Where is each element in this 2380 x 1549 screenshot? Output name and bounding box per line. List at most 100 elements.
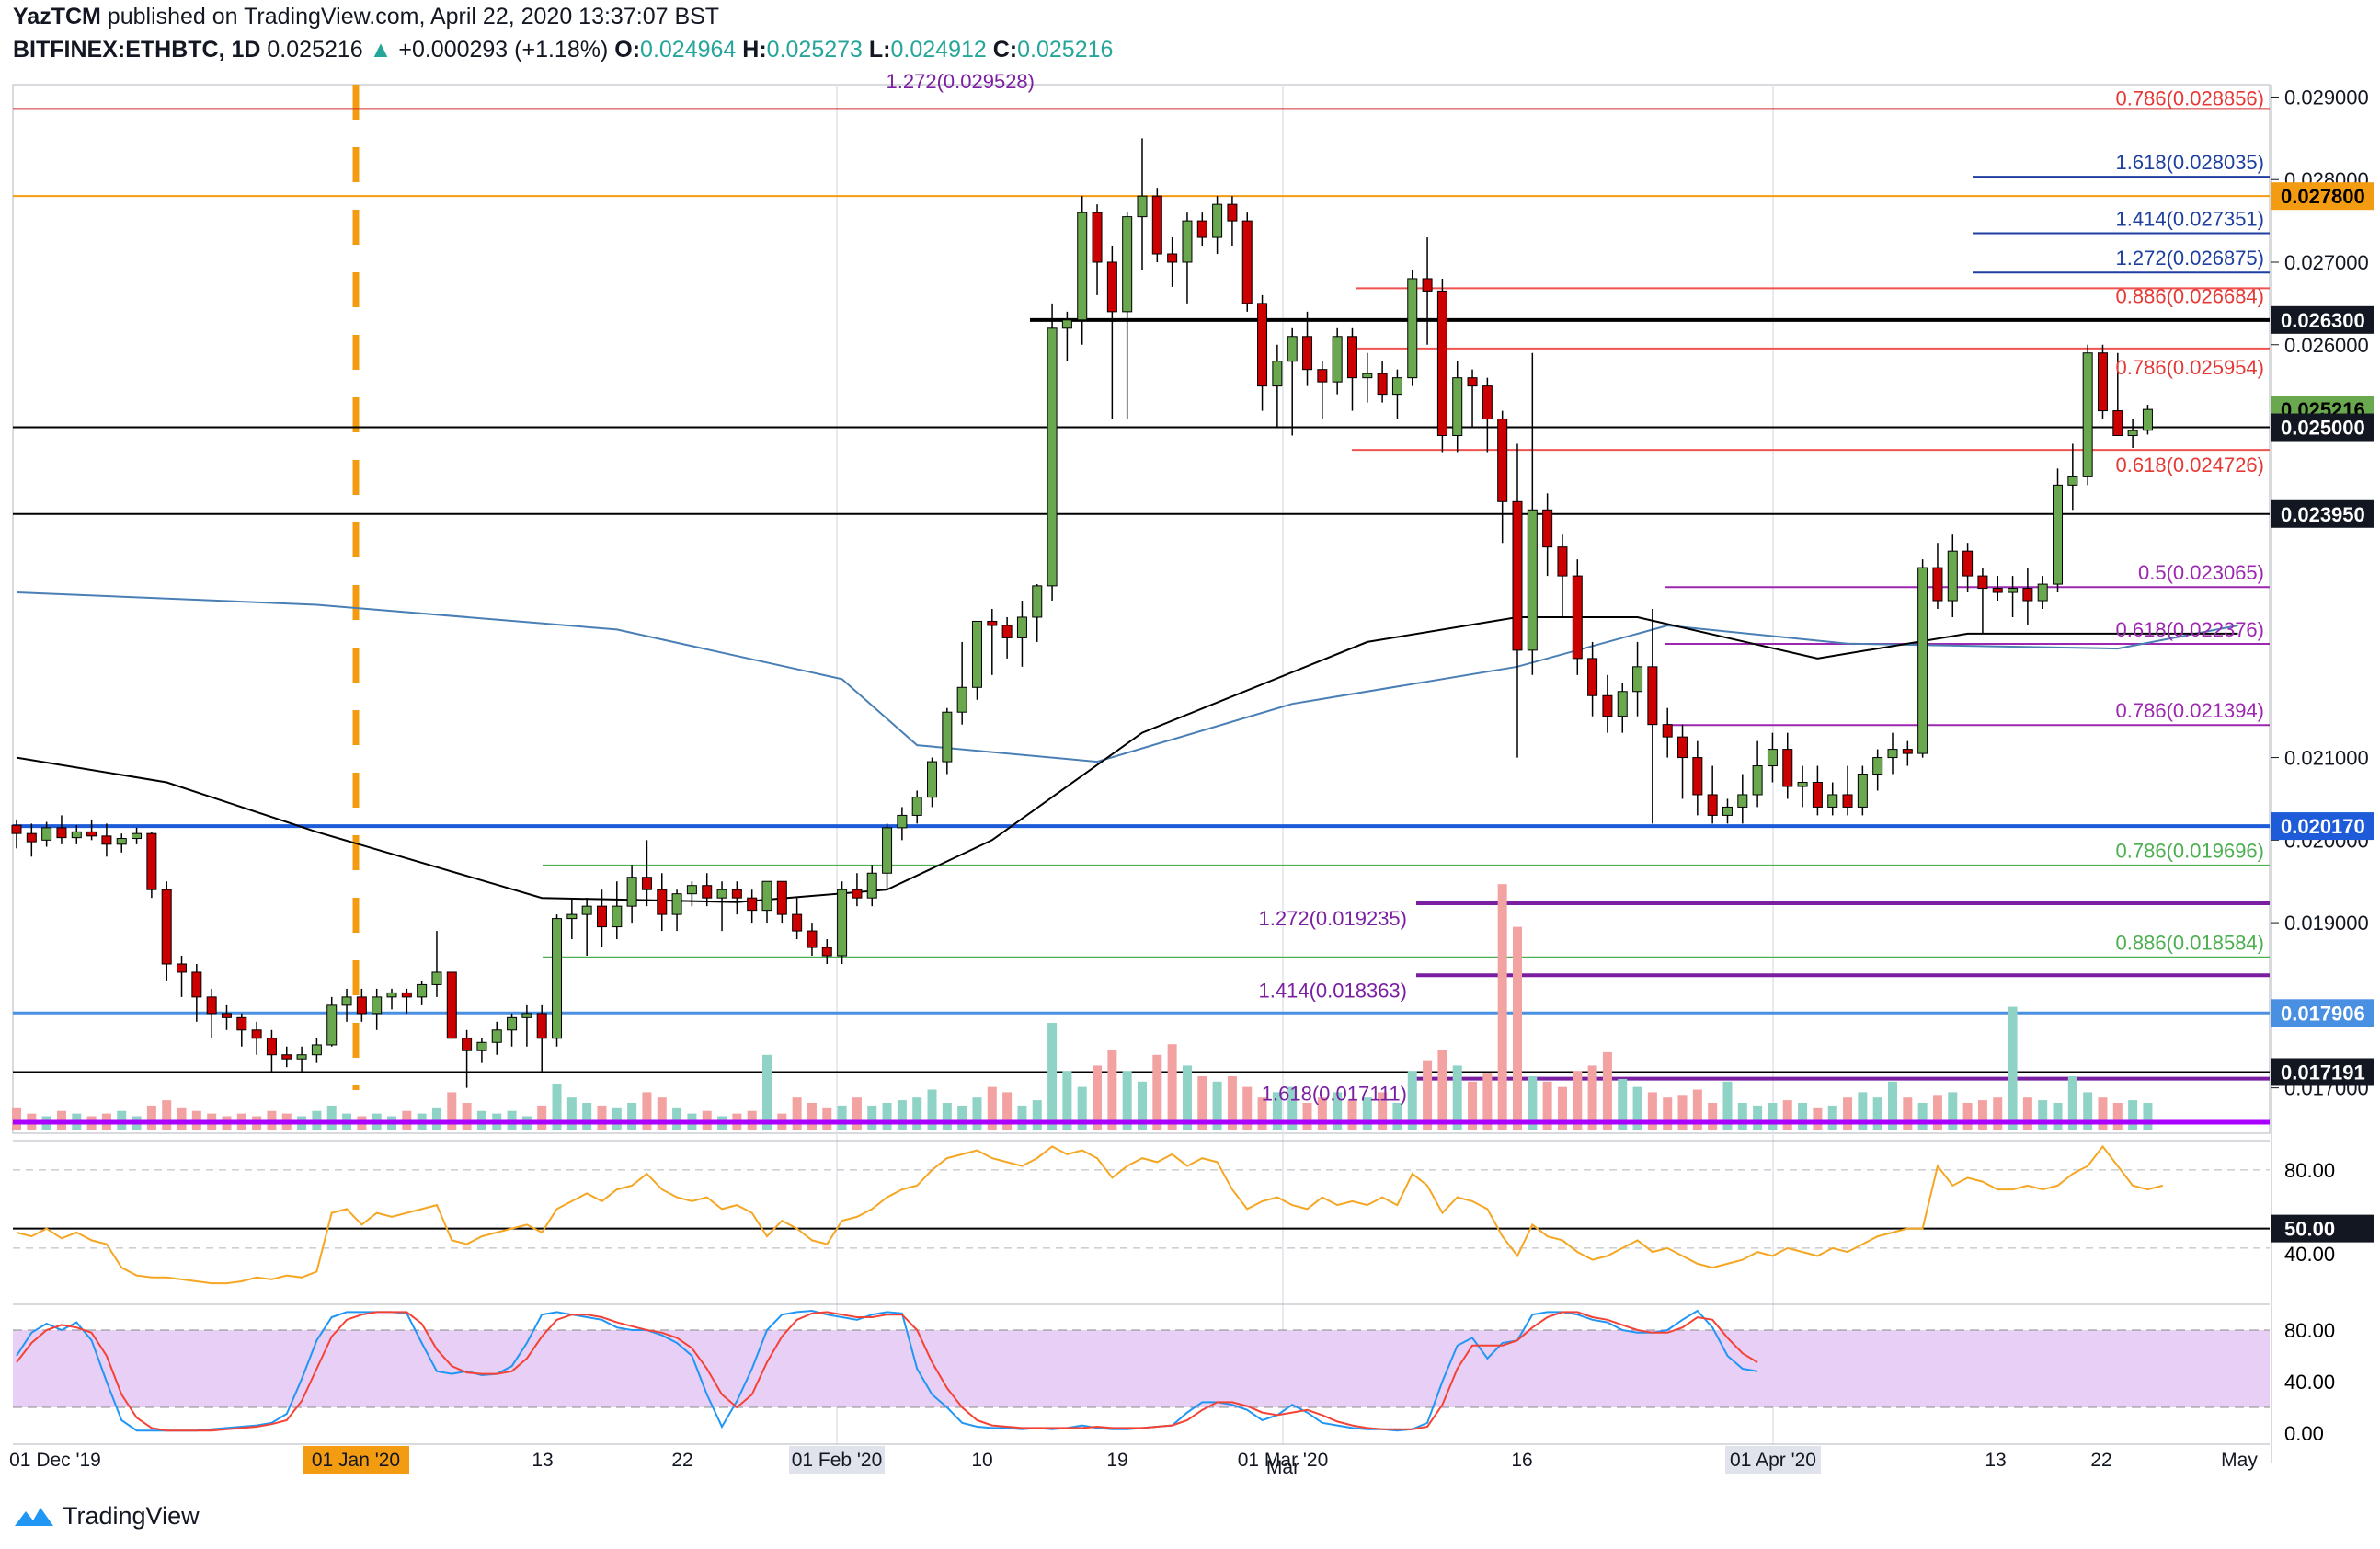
candle-body bbox=[132, 832, 143, 840]
symbol-label[interactable]: BITFINEX:ETHBTC, 1D bbox=[13, 37, 261, 63]
volume-bar bbox=[1872, 1097, 1882, 1130]
candle-body bbox=[1512, 500, 1523, 651]
volume-bar bbox=[957, 1105, 967, 1130]
volume-bar bbox=[1602, 1051, 1612, 1130]
candle-body bbox=[942, 711, 953, 763]
candle-body bbox=[1122, 216, 1133, 313]
volume-bar bbox=[2038, 1100, 2048, 1130]
fib-label: 0.786(0.021394) bbox=[2116, 699, 2264, 722]
volume-bar bbox=[1528, 1076, 1538, 1130]
candle-body bbox=[731, 889, 742, 899]
candle-body bbox=[1887, 749, 1898, 759]
volume-bar bbox=[2098, 1097, 2108, 1130]
fib-label: 1.618(0.017111) bbox=[1262, 1083, 1407, 1106]
volume-bar bbox=[1378, 1092, 1388, 1130]
candle-body bbox=[1722, 806, 1733, 816]
candle-body bbox=[1032, 585, 1043, 618]
volume-bar bbox=[1888, 1081, 1897, 1130]
candle-body bbox=[911, 797, 922, 816]
candle-body bbox=[1346, 336, 1357, 379]
ohlc-line: BITFINEX:ETHBTC, 1D 0.025216 ▲ +0.000293… bbox=[13, 37, 1113, 63]
volume-bar bbox=[1573, 1071, 1583, 1130]
candle-body bbox=[1782, 749, 1793, 787]
volume-bar bbox=[1002, 1092, 1013, 1130]
ma100-line bbox=[16, 616, 2238, 903]
close-value: 0.025216 bbox=[1017, 37, 1114, 63]
volume-bar bbox=[2128, 1100, 2138, 1130]
candle-body bbox=[1016, 616, 1027, 638]
x-tick-label: 01 Dec '19 bbox=[9, 1450, 101, 1471]
candle-body bbox=[161, 889, 172, 965]
candle-body bbox=[1917, 567, 1928, 754]
volume-bar bbox=[1843, 1097, 1853, 1130]
candle-body bbox=[1047, 327, 1058, 587]
candle-body bbox=[1422, 278, 1433, 292]
volume-bar bbox=[1182, 1065, 1192, 1130]
rsi-line bbox=[16, 1144, 2164, 1285]
candle-body bbox=[1527, 509, 1538, 651]
volume-bar bbox=[1737, 1103, 1747, 1130]
candle-body bbox=[341, 996, 352, 1006]
candle-body bbox=[372, 996, 383, 1015]
volume-bar bbox=[1257, 1097, 1267, 1130]
x-tick-label: 01 Jan '20 bbox=[312, 1450, 400, 1471]
volume-bar bbox=[1813, 1107, 1823, 1130]
volume-bar bbox=[1407, 1071, 1417, 1130]
price-tag-bg bbox=[2271, 413, 2374, 442]
candle-body bbox=[1452, 377, 1463, 436]
author-name[interactable]: YazTCM bbox=[13, 4, 101, 29]
volume-bar bbox=[927, 1089, 937, 1130]
fib-label: 1.414(0.018363) bbox=[1259, 979, 1407, 1002]
candle-body bbox=[2067, 476, 2078, 486]
volume-bar bbox=[897, 1100, 907, 1130]
price-tag-bg bbox=[2271, 305, 2374, 334]
candle-body bbox=[821, 947, 832, 957]
volume-bar bbox=[837, 1105, 847, 1130]
brand-label: TradingView bbox=[63, 1501, 200, 1530]
footer-brand[interactable]: TradingView bbox=[13, 1497, 200, 1534]
volume-bar bbox=[867, 1105, 877, 1130]
candle-body bbox=[1932, 567, 1943, 602]
volume-bar bbox=[2022, 1097, 2032, 1130]
volume-bar bbox=[2053, 1103, 2063, 1130]
candle-body bbox=[1692, 757, 1703, 796]
candle-body bbox=[581, 905, 592, 915]
fib-label: 0.786(0.028856) bbox=[2116, 86, 2264, 109]
candle-body bbox=[686, 885, 697, 895]
volume-bar bbox=[1932, 1095, 1942, 1130]
candle-body bbox=[716, 889, 727, 899]
volume-bar bbox=[882, 1103, 892, 1130]
volume-bar bbox=[1152, 1054, 1162, 1130]
candle-body bbox=[417, 983, 428, 998]
rsi-tag-bg bbox=[2271, 1214, 2374, 1243]
candle-body bbox=[882, 827, 893, 874]
stoch-tick-label: 40.00 bbox=[2284, 1371, 2335, 1394]
candle-body bbox=[1196, 220, 1207, 238]
volume-bar bbox=[1062, 1071, 1072, 1130]
price-panel bbox=[12, 84, 2271, 1134]
candle-body bbox=[2127, 430, 2138, 436]
candle-body bbox=[671, 893, 682, 915]
volume-bar bbox=[1557, 1086, 1567, 1130]
candle-body bbox=[1857, 774, 1868, 808]
y-tick-label: 0.019000 bbox=[2284, 912, 2369, 935]
candle-body bbox=[927, 761, 938, 798]
candle-body bbox=[1212, 203, 1223, 238]
candle-body bbox=[1137, 195, 1148, 218]
ma200-line bbox=[16, 591, 2238, 763]
volume-bar bbox=[1017, 1105, 1027, 1130]
close-label: C: bbox=[992, 37, 1018, 63]
volume-bar bbox=[1542, 1081, 1552, 1130]
x-tick-label: 22 bbox=[2090, 1450, 2111, 1471]
candle-body bbox=[1812, 782, 1823, 808]
candle-body bbox=[221, 1013, 232, 1018]
volume-bar bbox=[1138, 1081, 1147, 1130]
volume-bar bbox=[1618, 1078, 1628, 1130]
candle-body bbox=[236, 1016, 247, 1031]
volume-bar bbox=[2008, 1006, 2018, 1130]
candle-body bbox=[1302, 336, 1313, 371]
candle-body bbox=[1272, 361, 1283, 387]
volume-bar bbox=[1708, 1103, 1718, 1130]
